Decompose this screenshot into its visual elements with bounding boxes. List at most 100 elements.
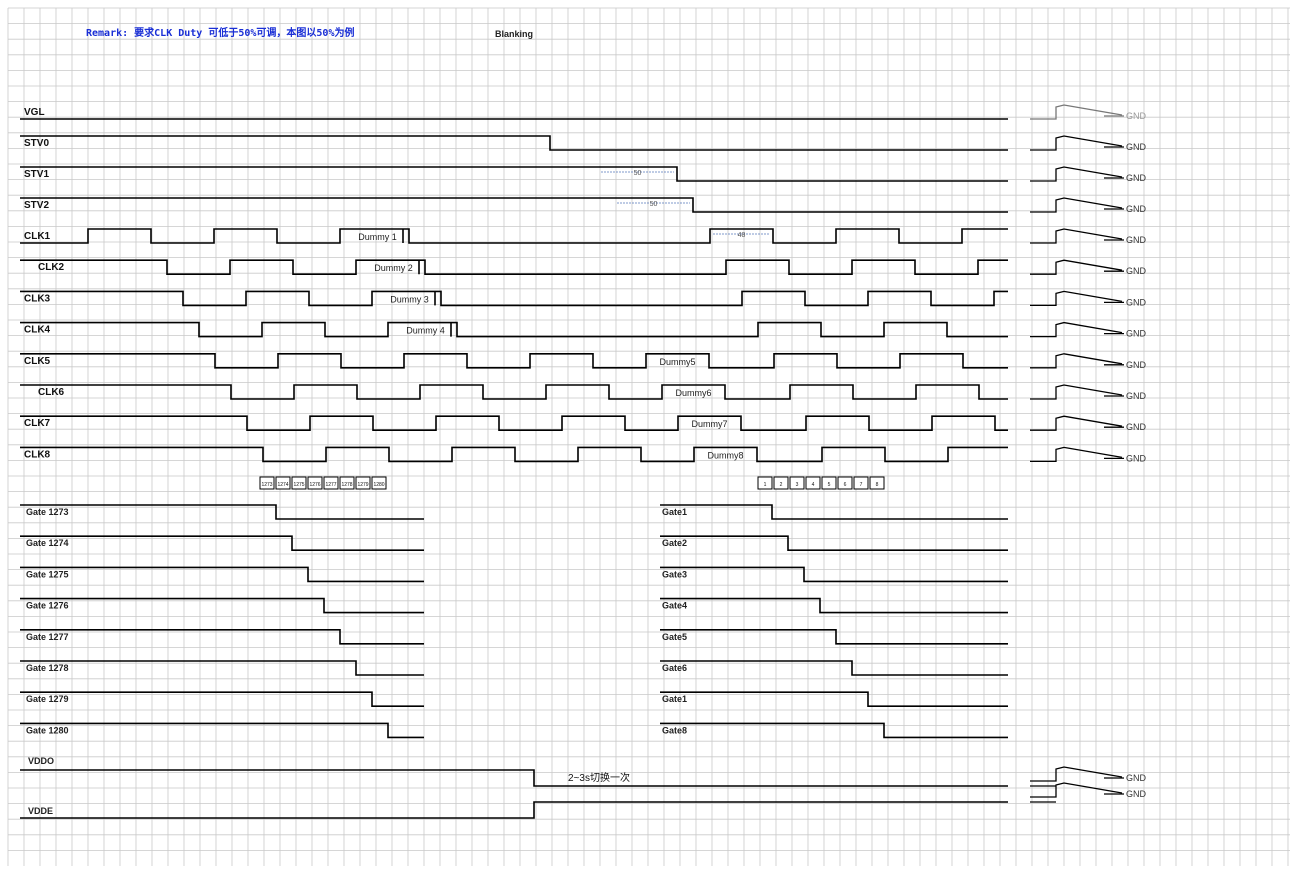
gnd-switches: GND GND GND GND GND GND GND GND GND GND GND GND GND G…: [1030, 104, 1147, 803]
gnd-stv2-switch: [1030, 197, 1123, 213]
wave-gate-right-4: [660, 597, 1008, 614]
label-gate-right-4: Gate4: [662, 601, 687, 611]
gnd-stv2-label: GND: [1126, 204, 1147, 214]
gate-num-left-1277: 1277: [325, 482, 336, 488]
gate-num-right-4: 4: [812, 482, 815, 488]
dummy-label-5: Dummy5: [659, 357, 695, 367]
gnd-stv1-switch: [1030, 166, 1123, 182]
gnd-vdde-label: GND: [1126, 789, 1147, 799]
wave-vdde: [20, 801, 1008, 819]
gnd-clk3-label: GND: [1126, 297, 1147, 307]
blanking-label: Blanking: [495, 29, 533, 39]
gate-num-left-1273: 1273: [261, 482, 272, 488]
gate-num-right-box: [789, 476, 805, 490]
wave-clk5: [20, 353, 1008, 369]
wave-stv1: [20, 166, 1008, 182]
gnd-vgl-label: GND: [1126, 111, 1147, 121]
gate-num-right-box: [757, 476, 773, 490]
wave-clk7: [20, 415, 1008, 431]
gnd-clk8-switch: [1030, 446, 1123, 463]
gate-num-left-1278: 1278: [341, 482, 352, 488]
gnd-clk2-switch: [1030, 259, 1123, 275]
wave-clk3: [20, 290, 1008, 307]
label-gate-left-3: Gate 1275: [26, 569, 69, 579]
dummy-label-2: Dummy 2: [374, 263, 413, 273]
label-gate-right-5: Gate5: [662, 632, 687, 642]
label-clk3: CLK3: [24, 293, 51, 304]
wave-clk8: [20, 446, 1008, 463]
stv1-width-label: 50: [634, 170, 642, 177]
gnd-stv0-label: GND: [1126, 142, 1147, 152]
label-clk8: CLK8: [24, 449, 51, 460]
wave-gate-right-3: [660, 566, 1008, 583]
gate-num-left-box: [275, 476, 291, 490]
gate-num-left-box: [371, 476, 387, 490]
label-stv2: STV2: [24, 200, 49, 211]
dummy-label-1: Dummy 1: [358, 232, 397, 242]
label-gate-left-7: Gate 1279: [26, 694, 69, 704]
gate-num-right-box: [805, 476, 821, 490]
gate-num-left-box: [307, 476, 323, 490]
gnd-clk6-switch: [1030, 384, 1123, 400]
wave-clk1: [20, 228, 1008, 244]
label-clk6: CLK6: [38, 387, 65, 398]
gnd-clk1-label: GND: [1126, 235, 1147, 245]
label-clk2: CLK2: [38, 262, 65, 273]
label-clk4: CLK4: [24, 325, 51, 336]
gate-num-right-box: [837, 476, 853, 490]
wave-stv0: [20, 135, 1008, 151]
label-gate-right-6: Gate6: [662, 663, 687, 673]
gate-num-left-box: [323, 476, 339, 490]
gnd-clk4-switch: [1030, 321, 1123, 338]
gnd-clk4-label: GND: [1126, 329, 1147, 339]
dummy-label-4: Dummy 4: [406, 326, 445, 336]
gnd-clk1-switch: [1030, 228, 1123, 244]
label-clk5: CLK5: [24, 356, 51, 367]
wave-gate-left-2: [20, 535, 424, 551]
dummy-label-6: Dummy6: [675, 388, 711, 398]
wave-gate-left-3: [20, 566, 424, 583]
wave-vddo: [20, 769, 1008, 787]
gate-num-right-box: [773, 476, 789, 490]
gnd-clk3-switch: [1030, 290, 1123, 307]
label-clk1: CLK1: [24, 231, 51, 242]
gnd-vddo-label: GND: [1126, 773, 1147, 783]
gate-num-left-box: [259, 476, 275, 490]
label-gate-right-1: Gate1: [662, 507, 687, 517]
label-stv1: STV1: [24, 169, 49, 180]
gate-num-left-1274: 1274: [277, 482, 288, 488]
label-gate-left-1: Gate 1273: [26, 507, 69, 517]
dummy-label-3: Dummy 3: [390, 294, 429, 304]
label-gate-left-2: Gate 1274: [26, 538, 69, 548]
label-vgl: VGL: [24, 107, 45, 118]
gate-num-left-1276: 1276: [309, 482, 320, 488]
gnd-stv0-switch: [1030, 135, 1123, 151]
gate-num-right-3: 3: [796, 482, 799, 488]
gnd-clk5-label: GND: [1126, 360, 1147, 370]
clk1-width-label: 48: [738, 232, 746, 239]
gnd-vgl-switch: [1030, 104, 1123, 120]
wave-gate-left-1: [20, 504, 424, 520]
label-gate-right-2: Gate2: [662, 538, 687, 548]
label-gate-left-8: Gate 1280: [26, 725, 69, 735]
dummy-label-7: Dummy7: [691, 419, 727, 429]
gate-num-right-8: 8: [876, 482, 879, 488]
dummy-label-8: Dummy8: [707, 450, 743, 460]
wave-gate-right-1: [660, 504, 1008, 520]
label-vdde: VDDE: [28, 806, 53, 816]
gnd-stv1-label: GND: [1126, 173, 1147, 183]
gate-num-left-box: [339, 476, 355, 490]
gate-num-left-box: [291, 476, 307, 490]
gnd-clk2-label: GND: [1126, 266, 1147, 276]
wave-gate-right-7: [660, 691, 1008, 707]
label-gate-left-6: Gate 1278: [26, 663, 69, 673]
gate-num-right-7: 7: [860, 482, 863, 488]
wave-gate-left-8: [20, 722, 424, 739]
wave-clk6: [20, 384, 1008, 400]
stv2-width-label: 50: [650, 201, 658, 208]
wave-gate-right-6: [660, 660, 1008, 676]
wave-gate-right-5: [660, 629, 1008, 645]
toggle-note: 2~3s切换一次: [568, 771, 630, 784]
